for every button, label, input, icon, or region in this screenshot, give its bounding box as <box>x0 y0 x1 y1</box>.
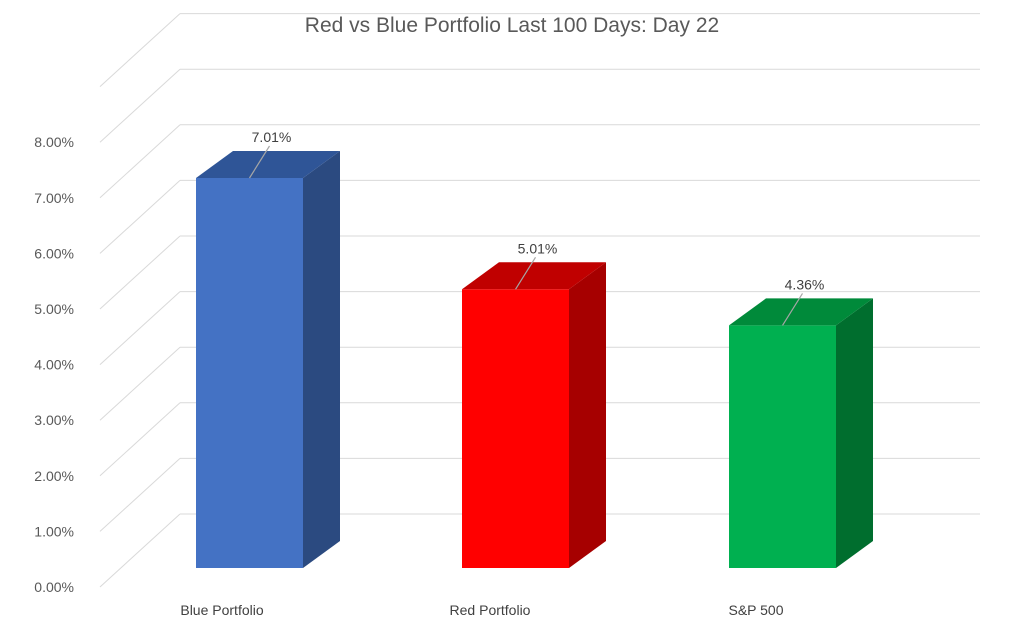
y-tick-label: 6.00% <box>34 245 74 261</box>
bar-side <box>836 298 873 568</box>
bar-top <box>462 262 606 290</box>
gridline-diagonal <box>99 180 181 254</box>
x-category-label: S&P 500 <box>728 602 783 618</box>
bar-top <box>729 298 873 326</box>
bar-top <box>196 151 340 178</box>
data-label: 7.01% <box>252 129 292 145</box>
chart-title: Red vs Blue Portfolio Last 100 Days: Day… <box>304 14 720 37</box>
y-tick-label: 8.00% <box>34 134 74 150</box>
y-tick-label: 3.00% <box>34 412 74 428</box>
gridline-diagonal <box>99 458 181 532</box>
gridline-diagonal <box>99 346 181 421</box>
bar <box>462 262 606 568</box>
y-axis-ticks: 0.00% 1.00% 2.00% 3.00% 4.00% 5.00% 6.00% 7.00%… <box>34 134 74 595</box>
y-tick-label: 5.00% <box>34 301 74 317</box>
x-category-label: Blue Portfolio <box>180 602 263 618</box>
bar-front <box>729 325 836 568</box>
data-labels: 7.01% 5.01% 4.36% <box>248 129 825 326</box>
gridline-diagonal <box>99 513 181 588</box>
y-tick-label: 2.00% <box>34 468 74 484</box>
bar-side <box>569 262 606 568</box>
data-label-leader <box>248 145 271 179</box>
data-label-leader <box>514 256 537 290</box>
data-label: 4.36% <box>785 276 825 292</box>
gridline-diagonal <box>99 235 181 310</box>
y-tick-label: 7.00% <box>34 190 74 206</box>
gridline-diagonal <box>99 13 181 87</box>
gridline-diagonal <box>99 124 181 199</box>
bar-side <box>303 151 340 568</box>
bar <box>729 298 873 568</box>
bar-front <box>462 289 569 568</box>
y-tick-label: 0.00% <box>34 579 74 595</box>
y-tick-label: 1.00% <box>34 523 74 539</box>
gridline-diagonal <box>99 291 181 365</box>
y-tick-label: 4.00% <box>34 357 74 373</box>
bar-front <box>196 178 303 568</box>
bar <box>196 151 340 568</box>
x-axis-categories: Blue Portfolio Red Portfolio S&P 500 <box>180 602 783 618</box>
gridline-diagonal <box>99 402 181 477</box>
gridline-diagonal <box>99 68 181 143</box>
x-category-label: Red Portfolio <box>450 602 531 618</box>
data-label: 5.01% <box>518 240 558 256</box>
bars <box>196 151 873 568</box>
data-label-leader <box>781 293 804 326</box>
